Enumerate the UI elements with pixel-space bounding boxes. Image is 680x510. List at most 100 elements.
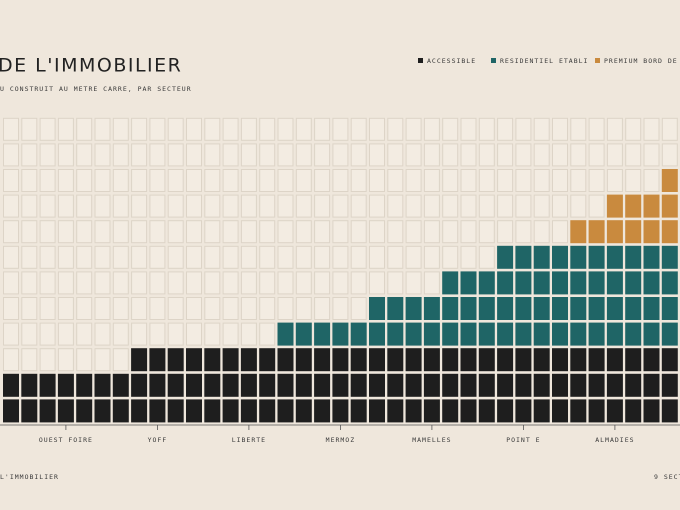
empty-cell <box>186 271 202 295</box>
waffle-cell <box>497 245 514 269</box>
empty-cell <box>442 194 459 218</box>
waffle-cell <box>570 297 587 320</box>
empty-cell <box>533 220 550 244</box>
empty-cell <box>57 117 74 141</box>
empty-cell <box>552 169 568 192</box>
empty-cell <box>295 169 312 192</box>
waffle-cell <box>277 322 294 346</box>
empty-cell <box>94 271 111 295</box>
empty-cell <box>94 322 111 346</box>
empty-cell <box>606 143 623 167</box>
waffle-cell <box>39 399 56 423</box>
waffle-cell <box>515 399 532 423</box>
waffle-cell <box>405 348 422 372</box>
empty-cell <box>478 220 495 244</box>
waffle-cell <box>625 297 642 320</box>
empty-cell <box>588 117 605 141</box>
waffle-cell <box>643 297 660 320</box>
empty-cell <box>240 194 257 218</box>
x-tick-label: OUEST FOIRE <box>39 436 93 444</box>
empty-cell <box>3 348 19 372</box>
empty-cell <box>94 143 111 167</box>
empty-cell <box>222 194 239 218</box>
empty-cell <box>76 143 93 167</box>
empty-cell <box>570 194 587 218</box>
waffle-cell <box>314 348 331 372</box>
waffle-cell <box>369 373 385 397</box>
empty-cell <box>588 194 605 218</box>
empty-cell <box>442 117 459 141</box>
waffle-cell <box>497 322 514 346</box>
empty-cell <box>442 143 459 167</box>
empty-cell <box>332 194 349 218</box>
empty-cell <box>533 143 550 167</box>
empty-cell <box>369 169 385 192</box>
empty-cell <box>460 143 477 167</box>
empty-cell <box>131 169 148 192</box>
waffle-cell <box>277 348 294 372</box>
waffle-cell <box>295 322 312 346</box>
waffle-cell <box>186 348 202 372</box>
empty-cell <box>497 117 514 141</box>
waffle-cell <box>533 297 550 320</box>
waffle-cell <box>240 373 257 397</box>
empty-cell <box>570 117 587 141</box>
waffle-cell <box>149 399 166 423</box>
empty-cell <box>332 220 349 244</box>
empty-cell <box>533 194 550 218</box>
empty-cell <box>186 322 202 346</box>
empty-cell <box>460 169 477 192</box>
waffle-cell <box>387 322 404 346</box>
empty-cell <box>478 117 495 141</box>
empty-cell <box>112 169 129 192</box>
waffle-cell <box>588 373 605 397</box>
waffle-cell <box>387 297 404 320</box>
empty-cell <box>606 169 623 192</box>
empty-cell <box>295 271 312 295</box>
waffle-cell <box>643 348 660 372</box>
waffle-cell <box>295 348 312 372</box>
waffle-cell <box>643 220 660 244</box>
waffle-cell <box>369 297 385 320</box>
legend-swatch <box>595 58 600 63</box>
waffle-cell <box>259 348 276 372</box>
empty-cell <box>167 271 184 295</box>
empty-cell <box>478 245 495 269</box>
empty-cell <box>149 322 166 346</box>
waffle-cell <box>295 399 312 423</box>
empty-cell <box>387 117 404 141</box>
legend-swatch <box>418 58 423 63</box>
empty-cell <box>112 117 129 141</box>
empty-cell <box>76 220 93 244</box>
empty-cell <box>314 271 331 295</box>
waffle-cell <box>314 373 331 397</box>
waffle-cell <box>643 373 660 397</box>
waffle-cell <box>387 373 404 397</box>
empty-cell <box>259 117 276 141</box>
waffle-cell <box>222 348 239 372</box>
waffle-cell <box>643 245 660 269</box>
empty-cell <box>3 194 19 218</box>
empty-cell <box>277 194 294 218</box>
empty-cell <box>314 143 331 167</box>
waffle-cell <box>94 399 111 423</box>
empty-cell <box>240 245 257 269</box>
empty-cell <box>222 117 239 141</box>
waffle-cell <box>625 373 642 397</box>
empty-cell <box>39 245 56 269</box>
empty-cell <box>405 117 422 141</box>
empty-cell <box>387 220 404 244</box>
waffle-cell <box>149 373 166 397</box>
empty-cell <box>387 194 404 218</box>
empty-cell <box>350 220 367 244</box>
waffle-cell <box>570 322 587 346</box>
waffle-cell <box>259 399 276 423</box>
empty-cell <box>478 169 495 192</box>
waffle-cell <box>515 322 532 346</box>
empty-cell <box>186 245 202 269</box>
empty-cell <box>204 169 221 192</box>
waffle-cell <box>515 245 532 269</box>
waffle-cell <box>39 373 56 397</box>
waffle-cell <box>497 399 514 423</box>
